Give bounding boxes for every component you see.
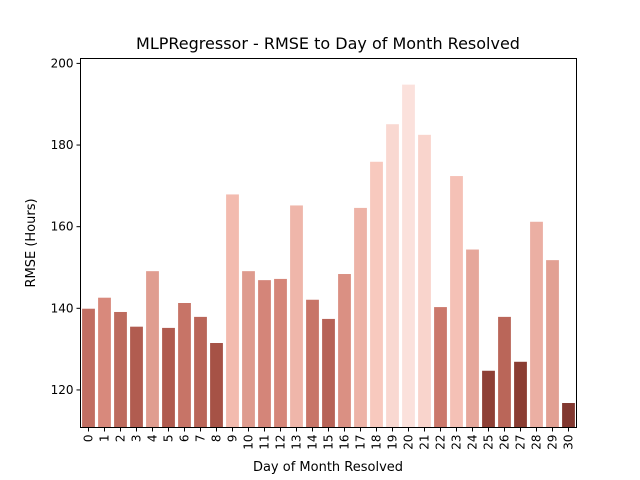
x-tick-label: 22 [434, 435, 448, 450]
bar-day-21 [418, 134, 431, 428]
x-tick-label: 27 [514, 435, 528, 450]
x-tick-label: 3 [130, 435, 144, 443]
x-tick-label: 0 [82, 435, 96, 443]
y-tick-label: 160 [51, 220, 74, 234]
bar-day-23 [450, 176, 463, 428]
bar-day-1 [98, 297, 111, 428]
bar-day-14 [306, 299, 319, 428]
x-tick-label: 15 [322, 435, 336, 450]
bar-day-17 [354, 207, 367, 428]
bar-day-20 [402, 84, 415, 428]
bar-day-10 [242, 271, 255, 428]
bar-day-3 [130, 326, 143, 428]
bar-day-11 [258, 280, 271, 428]
bar-day-27 [514, 361, 527, 428]
y-tick-label: 120 [51, 383, 74, 397]
chart-title: MLPRegressor - RMSE to Day of Month Reso… [136, 34, 520, 53]
x-tick-label: 14 [306, 435, 320, 450]
x-tick-label: 29 [546, 435, 560, 450]
x-tick-label: 24 [466, 435, 480, 450]
bar-day-2 [114, 311, 127, 428]
bar-day-26 [498, 316, 511, 428]
bar-day-28 [530, 221, 543, 428]
y-axis: 120 140 160 180 200 [51, 56, 81, 397]
bar-day-0 [82, 308, 95, 428]
x-tick-label: 12 [274, 435, 288, 450]
x-tick-label: 2 [114, 435, 128, 443]
bar-day-8 [210, 343, 223, 428]
x-tick-label: 23 [450, 435, 464, 450]
x-tick-label: 16 [338, 435, 352, 450]
x-tick-label: 1 [98, 435, 112, 443]
x-tick-label: 11 [258, 435, 272, 450]
x-tick-label: 21 [418, 435, 432, 450]
bar-day-6 [178, 303, 191, 428]
x-axis-label: Day of Month Resolved [253, 460, 403, 475]
x-tick-label: 26 [498, 435, 512, 450]
x-tick-label: 10 [242, 435, 256, 450]
x-tick-label: 13 [290, 435, 304, 450]
y-tick-label: 200 [51, 56, 74, 70]
bar-day-30 [562, 403, 575, 428]
x-tick-label: 28 [530, 435, 544, 450]
x-tick-label: 30 [562, 435, 576, 450]
x-tick-label: 18 [370, 435, 384, 450]
x-tick-label: 6 [178, 435, 192, 443]
bar-day-25 [482, 370, 495, 428]
bar-day-18 [370, 161, 383, 428]
x-tick-label: 9 [226, 435, 240, 443]
bar-day-19 [386, 124, 399, 428]
bar-day-9 [226, 194, 239, 428]
x-tick-label: 19 [386, 435, 400, 450]
bar-day-24 [466, 249, 479, 428]
x-tick-label: 7 [194, 435, 208, 443]
x-axis: 0 1 2 3 4 5 6 7 8 9 10 11 12 13 14 15 16 17 18 19 20 21 22 23 24… [82, 427, 576, 450]
bar-day-12 [274, 278, 287, 428]
x-tick-label: 25 [482, 435, 496, 450]
x-tick-label: 17 [354, 435, 368, 450]
y-tick-label: 140 [51, 301, 74, 315]
bar-day-7 [194, 316, 207, 428]
x-tick-label: 8 [210, 435, 224, 443]
bar-day-5 [162, 327, 175, 428]
y-axis-label: RMSE (Hours) [24, 198, 39, 287]
bars-group [82, 84, 575, 428]
y-tick-label: 180 [51, 138, 74, 152]
bar-day-16 [338, 274, 351, 428]
x-tick-label: 4 [146, 435, 160, 443]
x-tick-label: 20 [402, 435, 416, 450]
bar-day-22 [434, 307, 447, 428]
bar-day-29 [546, 260, 559, 428]
bar-day-15 [322, 318, 335, 428]
x-tick-label: 5 [162, 435, 176, 443]
bar-day-13 [290, 205, 303, 428]
bar-day-4 [146, 271, 159, 428]
